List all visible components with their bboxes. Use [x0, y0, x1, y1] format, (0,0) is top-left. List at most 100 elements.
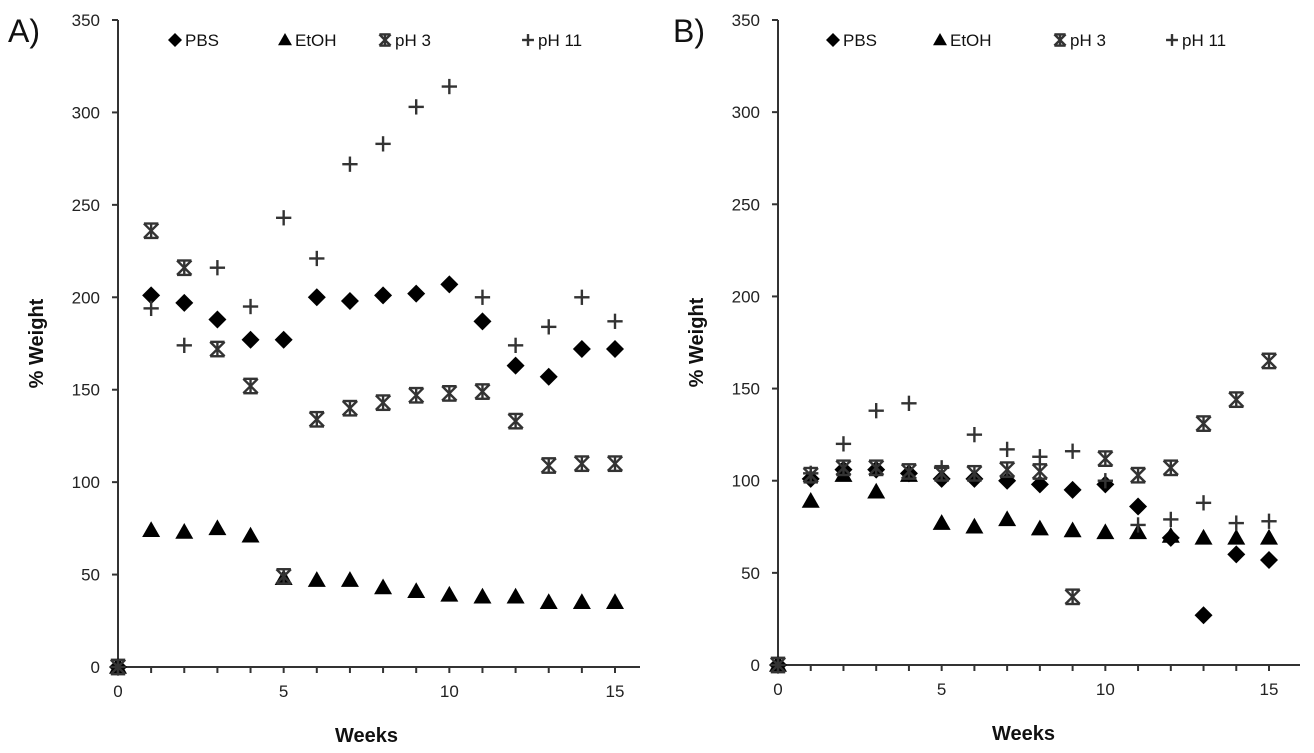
y-tick-label: 300 [72, 103, 100, 122]
series-plus [110, 78, 623, 675]
chart-panel-a: 0 50 100 150 200 250 300 350 0 5 10 15 Weeks % Weight… [8, 11, 640, 747]
data-point [932, 514, 951, 530]
legend-label: EtOH [950, 31, 992, 50]
y-tick-label: 200 [732, 287, 760, 306]
x-tick-label: 15 [1260, 680, 1279, 699]
data-point [276, 210, 292, 226]
y-tick-label: 150 [72, 381, 100, 400]
x-tick-label: 5 [937, 680, 946, 699]
data-point [374, 578, 393, 595]
legend: PBS EtOH pH 3 pH 11 [168, 31, 582, 50]
data-point [801, 491, 820, 508]
x-tick-label: 10 [1096, 680, 1115, 699]
data-point [341, 399, 358, 417]
legend-marker-triangle [278, 33, 292, 46]
legend-marker-asterisk [1053, 33, 1067, 47]
x-tick-label: 15 [606, 682, 625, 701]
data-point [474, 383, 491, 400]
data-point [176, 337, 192, 353]
panel-label: B) [673, 13, 705, 49]
data-point [407, 284, 426, 303]
data-point [110, 659, 126, 675]
data-point [506, 356, 525, 375]
data-point [175, 523, 194, 539]
series-triangle [769, 466, 1278, 672]
data-point [835, 436, 852, 452]
data-point [1227, 545, 1246, 564]
data-point [440, 585, 459, 602]
data-point [1261, 513, 1277, 529]
data-point [1097, 450, 1114, 467]
series-asterisk [769, 352, 1278, 674]
data-point [572, 593, 591, 610]
data-point [440, 275, 459, 294]
data-point [242, 377, 259, 395]
data-point [539, 367, 558, 386]
y-tick-label: 50 [741, 564, 760, 583]
data-point [209, 340, 226, 358]
data-point [1228, 391, 1245, 409]
data-point [1032, 449, 1048, 465]
y-tick-label: 200 [72, 288, 100, 307]
data-point [342, 156, 358, 172]
legend-marker-plus [522, 34, 534, 46]
data-point [541, 319, 557, 335]
data-point [441, 78, 457, 95]
data-point [407, 582, 426, 598]
legend-label: PBS [843, 31, 877, 50]
data-point [506, 587, 525, 604]
data-point [1260, 528, 1278, 545]
data-point [143, 222, 160, 240]
data-point [474, 289, 491, 305]
y-tick-label: 350 [72, 11, 100, 30]
data-point [1064, 443, 1081, 459]
data-point [901, 395, 917, 411]
x-tick-label: 10 [440, 682, 459, 701]
x-tick-label: 5 [279, 682, 288, 701]
data-point [242, 298, 259, 315]
data-point [1130, 517, 1146, 533]
data-point [340, 571, 359, 587]
y-tick-label: 100 [72, 473, 100, 492]
y-tick-label: 250 [72, 196, 100, 215]
y-tick-label: 0 [751, 656, 760, 675]
data-point [1030, 519, 1049, 536]
data-point [606, 340, 624, 359]
legend-marker-triangle [933, 33, 947, 46]
x-tick-label: 0 [113, 682, 122, 701]
data-point [307, 571, 326, 587]
x-axis-label: Weeks [992, 723, 1055, 745]
data-point [999, 461, 1016, 479]
data-point [374, 286, 393, 305]
data-point [606, 455, 624, 473]
data-point [607, 313, 623, 329]
data-point [473, 312, 492, 331]
legend-label: pH 3 [1070, 31, 1106, 50]
data-point [606, 593, 624, 610]
data-point [307, 288, 326, 307]
y-tick-label: 150 [732, 380, 760, 399]
data-point [408, 386, 425, 404]
data-point [868, 459, 885, 477]
data-point [999, 441, 1015, 458]
data-point [835, 459, 852, 477]
y-tick-label: 300 [732, 103, 760, 122]
data-point [1097, 473, 1113, 489]
legend-marker-plus [1166, 34, 1178, 46]
data-point [309, 250, 325, 267]
legend: PBS EtOH pH 3 pH 11 [826, 31, 1226, 50]
legend-label: EtOH [295, 31, 337, 50]
chart-panel-b: 0 50 100 150 200 250 300 350 0 5 10 15 Weeks % Weight… [673, 11, 1300, 745]
data-point [1161, 527, 1180, 543]
data-point [375, 136, 391, 152]
data-point [867, 482, 886, 499]
legend-label: PBS [185, 31, 219, 50]
data-point [275, 568, 292, 585]
data-point [143, 300, 159, 317]
data-point [175, 293, 194, 312]
data-point [1163, 511, 1179, 528]
data-point [966, 426, 983, 443]
data-point [1096, 523, 1115, 540]
data-point [441, 385, 458, 402]
